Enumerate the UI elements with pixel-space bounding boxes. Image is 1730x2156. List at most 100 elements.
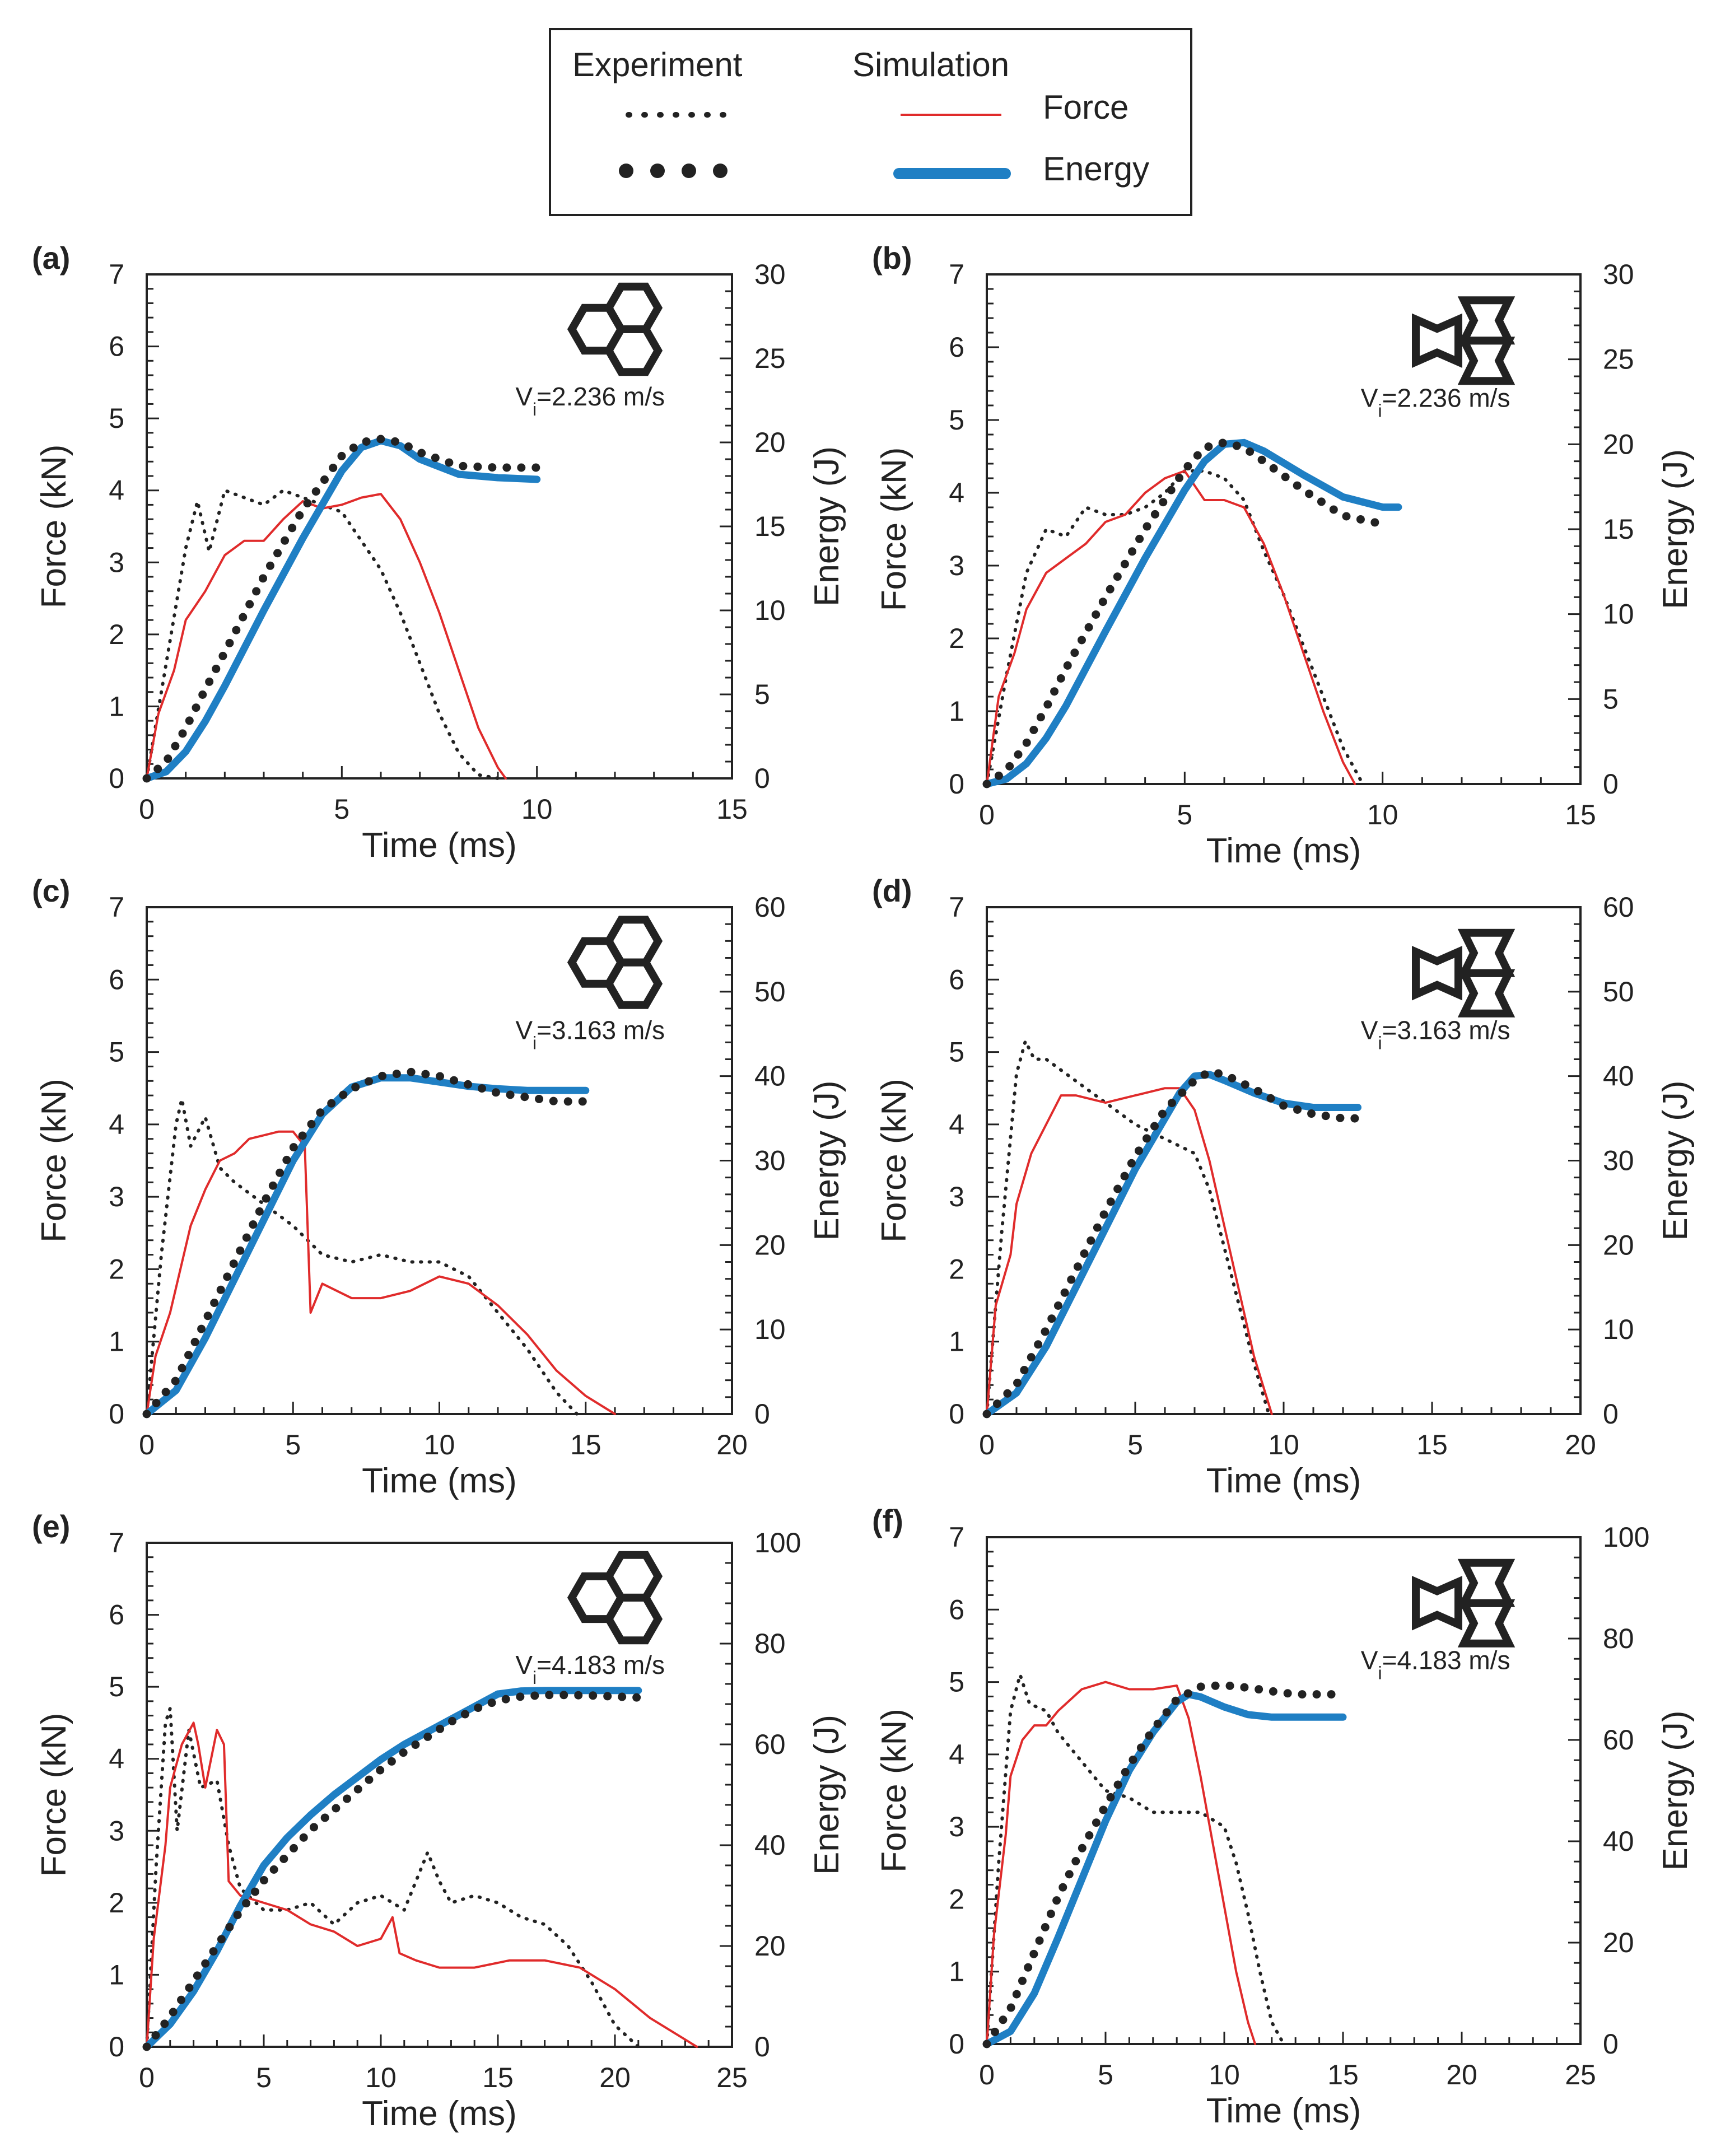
y-tick-label: 7 — [949, 892, 964, 923]
reentrant-cell-icon — [1457, 1558, 1516, 1607]
velocity-symbol: V — [1361, 1645, 1378, 1674]
y-axis-label: Force (kN) — [875, 1079, 913, 1243]
honeycomb-cell-icon — [604, 325, 663, 376]
x-tick-label: 0 — [139, 794, 155, 825]
x-axis-label: Time (ms) — [1206, 832, 1361, 870]
reentrant-cell-icon — [1412, 1575, 1462, 1631]
x-axis-label: Time (ms) — [362, 826, 517, 865]
y-tick-label: 1 — [949, 696, 964, 727]
plot-frame — [986, 273, 1582, 785]
y2-tick-label: 5 — [754, 679, 770, 710]
y-tick-label: 1 — [109, 1326, 124, 1357]
x-tick-label: 5 — [334, 794, 349, 825]
y-tick-label: 6 — [109, 964, 124, 995]
velocity-symbol: V — [1361, 384, 1378, 413]
y2-tick-label: 30 — [1603, 259, 1634, 290]
series-sim-force — [986, 1087, 1273, 1415]
x-axis-label: Time (ms) — [1206, 1462, 1361, 1500]
y2-tick-label: 15 — [1603, 514, 1634, 545]
y2-tick-label: 25 — [1603, 344, 1634, 375]
panel-label: (d) — [872, 873, 912, 908]
y-tick-label: 1 — [949, 1956, 964, 1987]
legend-experiment-header: Experiment — [572, 46, 743, 83]
x-tick-label: 5 — [1177, 799, 1192, 830]
y-tick-label: 3 — [109, 1815, 124, 1846]
y-tick-label: 5 — [109, 1671, 124, 1702]
y2-tick-label: 15 — [754, 511, 786, 542]
x-tick-label: 10 — [521, 794, 553, 825]
y-tick-label: 3 — [109, 547, 124, 578]
x-tick-label: 5 — [256, 2062, 272, 2093]
y2-tick-label: 60 — [754, 1729, 786, 1760]
y-axis-label: Force (kN) — [875, 1709, 913, 1873]
y2-tick-label: 25 — [754, 343, 786, 374]
y-tick-label: 2 — [109, 1887, 124, 1919]
y-tick-label: 2 — [949, 1253, 964, 1285]
y2-tick-label: 0 — [1603, 2028, 1619, 2060]
x-tick-label: 15 — [1327, 2059, 1359, 2090]
y2-tick-label: 20 — [754, 1930, 786, 1962]
x-tick-label: 15 — [716, 794, 748, 825]
y-tick-label: 4 — [949, 477, 964, 508]
plot-frame — [986, 1536, 1582, 2045]
y-tick-label: 3 — [949, 1811, 964, 1842]
series-exp-energy — [142, 1067, 590, 1418]
panel-label: (c) — [32, 873, 70, 908]
y2-tick-label: 40 — [1603, 1826, 1634, 1857]
series-sim-energy — [983, 1691, 1347, 2048]
y-tick-label: 4 — [949, 1109, 964, 1140]
x-tick-label: 15 — [570, 1429, 601, 1460]
series-exp-energy — [142, 1691, 643, 2051]
x-tick-label: 15 — [482, 2062, 514, 2093]
series-exp-energy — [142, 435, 542, 783]
y-tick-label: 3 — [949, 550, 964, 581]
velocity-value: =3.163 m/s — [537, 1015, 665, 1044]
velocity-subscript: i — [533, 399, 537, 419]
plot-frame — [146, 273, 733, 780]
series-exp-energy — [982, 438, 1387, 788]
series-exp-force — [145, 1097, 579, 1416]
y2-tick-label: 30 — [754, 1145, 786, 1177]
velocity-subscript: i — [533, 1033, 537, 1053]
y2-tick-label: 20 — [1603, 428, 1634, 460]
y2-tick-label: 10 — [1603, 1314, 1634, 1345]
series-sim-force — [146, 1130, 616, 1415]
reentrant-icon — [1412, 928, 1516, 1018]
x-tick-label: 10 — [424, 1429, 455, 1460]
x-tick-label: 0 — [139, 1429, 155, 1460]
y2-tick-label: 40 — [754, 1061, 786, 1092]
y2-tick-label: 100 — [754, 1527, 801, 1558]
y-tick-label: 2 — [109, 1253, 124, 1285]
x-axis-label: Time (ms) — [1206, 2092, 1361, 2130]
y2-tick-label: 60 — [754, 892, 786, 923]
y2-tick-label: 30 — [1603, 1145, 1634, 1177]
honeycomb-cell-icon — [604, 1551, 663, 1602]
x-tick-label: 10 — [1367, 799, 1398, 830]
panel-label: (b) — [872, 240, 912, 276]
honeycomb-icon — [567, 282, 663, 376]
y-tick-label: 0 — [949, 768, 964, 800]
legend-frame — [549, 28, 1192, 216]
series-exp-force — [145, 488, 500, 780]
y-tick-label: 0 — [109, 763, 124, 794]
y-tick-label: 6 — [949, 964, 964, 995]
velocity-label: Vi=4.183 m/s — [515, 1650, 665, 1688]
x-tick-label: 25 — [716, 2062, 748, 2093]
y2-tick-label: 50 — [1603, 976, 1634, 1007]
series-sim-force — [986, 1681, 1257, 2045]
legend-energy-label: Energy — [1043, 150, 1149, 188]
y2-tick-label: 30 — [754, 259, 786, 290]
y2-axis-label: Energy (J) — [1656, 1081, 1695, 1241]
y-tick-label: 2 — [949, 623, 964, 654]
plot-frame — [986, 906, 1582, 1415]
x-tick-label: 10 — [1209, 2059, 1240, 2090]
y-tick-label: 5 — [109, 1037, 124, 1068]
y-tick-label: 0 — [949, 1398, 964, 1430]
velocity-label: Vi=2.236 m/s — [515, 382, 665, 419]
reentrant-cell-icon — [1412, 313, 1462, 368]
panel-label: (e) — [32, 1509, 70, 1544]
y2-tick-label: 10 — [754, 1314, 786, 1345]
x-tick-label: 20 — [716, 1429, 748, 1460]
